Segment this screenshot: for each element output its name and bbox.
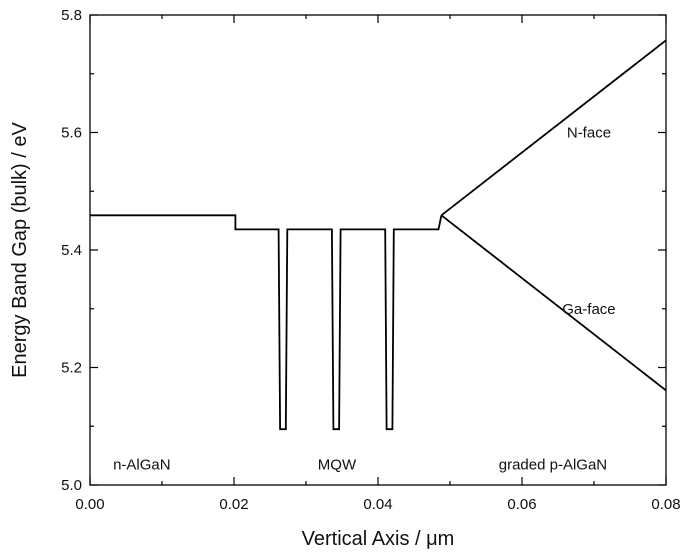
x-tick-label: 0.00	[75, 496, 104, 513]
y-tick-label: 5.6	[61, 125, 82, 142]
annotation-label: Ga-face	[562, 301, 615, 318]
x-tick-label: 0.02	[219, 496, 248, 513]
plot-frame	[89, 14, 667, 486]
y-tick-label: 5.8	[61, 7, 82, 24]
y-axis-title: Energy Band Gap (bulk) / eV	[9, 121, 31, 377]
x-tick-label: 0.04	[363, 496, 392, 513]
annotation-label: N-face	[567, 125, 611, 142]
x-axis-title: Vertical Axis / μm	[302, 528, 455, 550]
band-gap-line-3	[440, 214, 667, 392]
y-tick-label: 5.2	[61, 360, 82, 377]
annotation-label: MQW	[318, 456, 357, 473]
y-tick-label: 5.0	[61, 477, 82, 494]
x-tick-label: 0.08	[651, 496, 680, 513]
x-tick-label: 0.06	[507, 496, 536, 513]
region-annotations: N-face Ga-face n-AlGaN MQW graded p-AlGaN	[113, 125, 616, 474]
y-tick-label: 5.4	[61, 242, 82, 259]
band-gap-line-2	[440, 39, 667, 217]
x-tick-labels: 0.00 0.02 0.04 0.06 0.08	[75, 496, 680, 513]
annotation-label: n-AlGaN	[113, 456, 171, 473]
band-gap-line-1	[90, 214, 443, 431]
axis-ticks	[89, 14, 667, 486]
y-tick-labels: 5.0 5.2 5.4 5.6 5.8	[61, 7, 82, 494]
series-lines	[90, 39, 667, 431]
annotation-label: graded p-AlGaN	[499, 456, 607, 473]
